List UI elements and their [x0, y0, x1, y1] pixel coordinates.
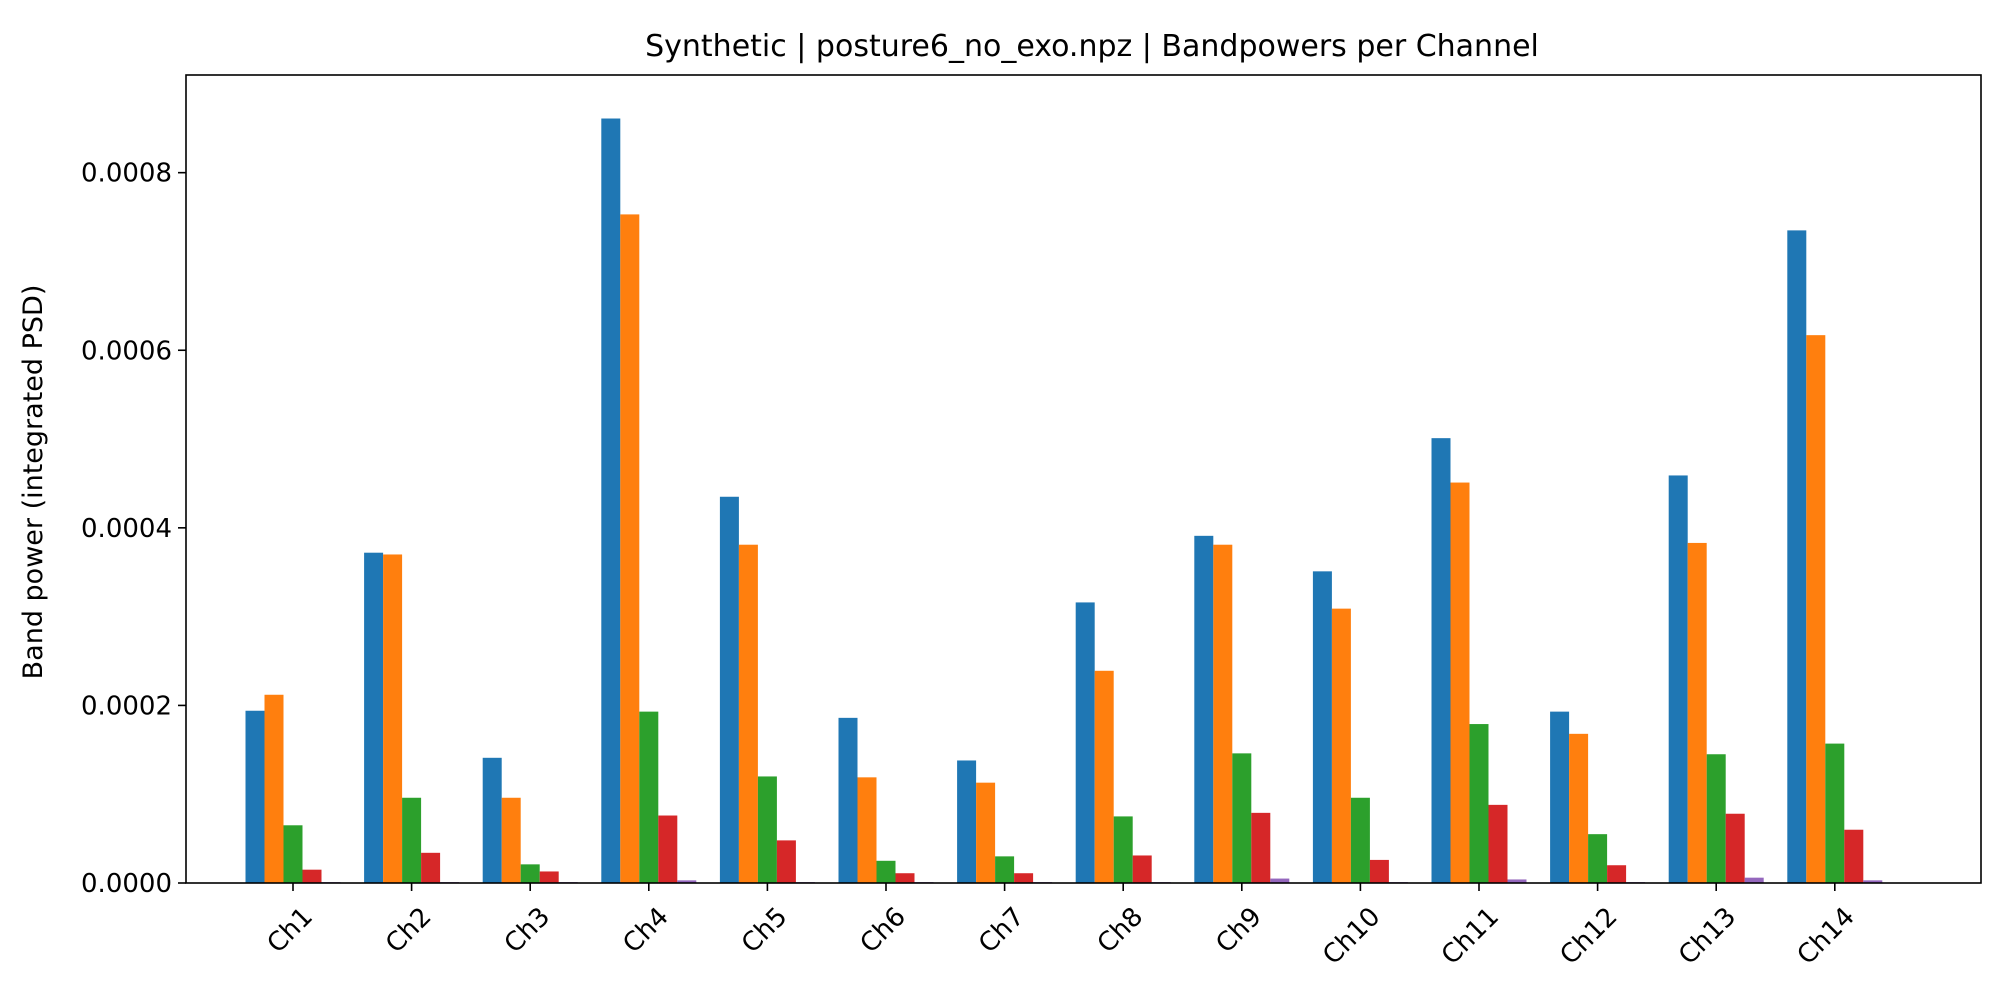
- bar-ch3-s1: [482, 757, 502, 883]
- bar-ch8-s2: [1094, 670, 1114, 883]
- y-tick-label-3: 0.0006: [81, 336, 172, 366]
- bar-ch10-s2: [1331, 608, 1351, 883]
- bar-ch14-s1: [1787, 230, 1807, 883]
- bar-ch10-s3: [1350, 797, 1370, 883]
- bar-ch12-s3: [1588, 834, 1608, 883]
- bar-ch13-s5: [1744, 877, 1764, 883]
- bar-ch9-s4: [1251, 812, 1271, 883]
- bar-ch14-s3: [1825, 743, 1845, 883]
- bar-ch7-s3: [995, 856, 1015, 883]
- bars-layer: [245, 118, 1883, 883]
- bar-ch14-s4: [1844, 829, 1864, 883]
- bar-ch12-s1: [1550, 711, 1570, 883]
- bar-ch5-s4: [776, 840, 796, 883]
- bar-ch7-s4: [1014, 873, 1034, 883]
- x-tick-label-ch3: Ch3: [499, 902, 556, 959]
- bar-ch4-s4: [658, 815, 678, 883]
- bar-ch6-s3: [876, 860, 896, 883]
- bar-ch13-s4: [1725, 813, 1745, 883]
- bar-ch3-s2: [501, 797, 521, 883]
- bar-ch5-s1: [719, 496, 739, 883]
- bar-ch2-s4: [421, 852, 441, 883]
- bar-ch10-s1: [1312, 571, 1332, 883]
- x-tick-label-ch7: Ch7: [973, 902, 1030, 959]
- bar-ch4-s2: [620, 214, 640, 883]
- x-tick-label-ch14: Ch14: [1792, 902, 1861, 971]
- x-tick-label-ch6: Ch6: [855, 902, 912, 959]
- bar-ch14-s5: [1863, 880, 1883, 883]
- bar-ch8-s4: [1132, 855, 1152, 883]
- bar-ch5-s2: [738, 544, 758, 883]
- bar-ch9-s2: [1213, 544, 1233, 883]
- x-tick-label-ch12: Ch12: [1554, 902, 1623, 971]
- bar-ch9-s5: [1270, 878, 1290, 883]
- bar-ch9-s1: [1194, 535, 1214, 883]
- y-axis-title: Band power (integrated PSD): [18, 285, 49, 680]
- x-tick-label-ch13: Ch13: [1673, 902, 1742, 971]
- x-tick-label-ch8: Ch8: [1092, 902, 1149, 959]
- y-tick-label-4: 0.0008: [81, 159, 172, 189]
- x-tick-label-ch10: Ch10: [1317, 902, 1386, 971]
- bar-ch11-s5: [1507, 879, 1527, 883]
- bar-ch2-s2: [383, 554, 403, 883]
- x-tick-label-ch9: Ch9: [1210, 902, 1267, 959]
- bar-ch7-s2: [976, 782, 996, 883]
- bar-ch4-s1: [601, 118, 621, 883]
- bar-ch12-s4: [1607, 865, 1627, 883]
- x-tick-label-ch11: Ch11: [1436, 902, 1505, 971]
- y-tick-label-1: 0.0002: [81, 691, 172, 721]
- bar-ch7-s1: [957, 760, 977, 883]
- bar-ch4-s5: [677, 880, 697, 883]
- chart-title: Synthetic | posture6_no_exo.npz | Bandpo…: [645, 29, 1539, 64]
- x-tick-label-ch2: Ch2: [380, 902, 437, 959]
- bar-ch1-s2: [264, 694, 284, 883]
- bar-ch1-s1: [245, 710, 265, 883]
- y-tick-label-0: 0.0000: [81, 869, 172, 899]
- bar-ch12-s2: [1569, 733, 1589, 883]
- bar-ch1-s4: [302, 869, 322, 883]
- bar-ch2-s1: [364, 552, 384, 883]
- bar-ch13-s1: [1668, 475, 1688, 883]
- y-axis: 0.0000 0.0002 0.0004 0.0006 0.0008: [81, 159, 186, 899]
- bar-ch9-s3: [1232, 753, 1252, 883]
- bar-ch11-s2: [1450, 482, 1470, 883]
- bar-ch11-s3: [1469, 724, 1489, 883]
- bar-ch4-s3: [639, 711, 659, 883]
- x-tick-label-ch5: Ch5: [736, 902, 793, 959]
- bar-ch8-s3: [1113, 816, 1133, 883]
- x-tick-label-ch4: Ch4: [617, 902, 674, 959]
- bar-ch13-s2: [1687, 542, 1707, 883]
- bar-ch14-s2: [1806, 335, 1826, 883]
- plot-frame: [185, 74, 1982, 884]
- x-axis: Ch1 Ch2 Ch3 Ch4 Ch5 Ch6 Ch7 Ch8 Ch9 Ch10 Ch11 Ch12 C…: [262, 883, 1861, 971]
- bar-ch5-s3: [757, 776, 777, 883]
- bar-ch6-s1: [838, 717, 858, 883]
- bar-ch11-s4: [1488, 804, 1508, 883]
- bar-ch2-s3: [402, 797, 422, 883]
- bar-ch1-s3: [283, 825, 303, 883]
- bar-ch6-s2: [857, 777, 877, 883]
- bar-ch8-s1: [1075, 602, 1095, 883]
- bar-ch3-s3: [520, 864, 540, 883]
- bar-ch11-s1: [1431, 438, 1451, 883]
- bar-ch13-s3: [1706, 754, 1726, 883]
- x-tick-label-ch1: Ch1: [262, 902, 319, 959]
- bar-ch6-s4: [895, 873, 915, 883]
- bar-ch10-s4: [1369, 859, 1389, 883]
- bar-ch3-s4: [539, 871, 559, 883]
- y-tick-label-2: 0.0004: [81, 514, 172, 544]
